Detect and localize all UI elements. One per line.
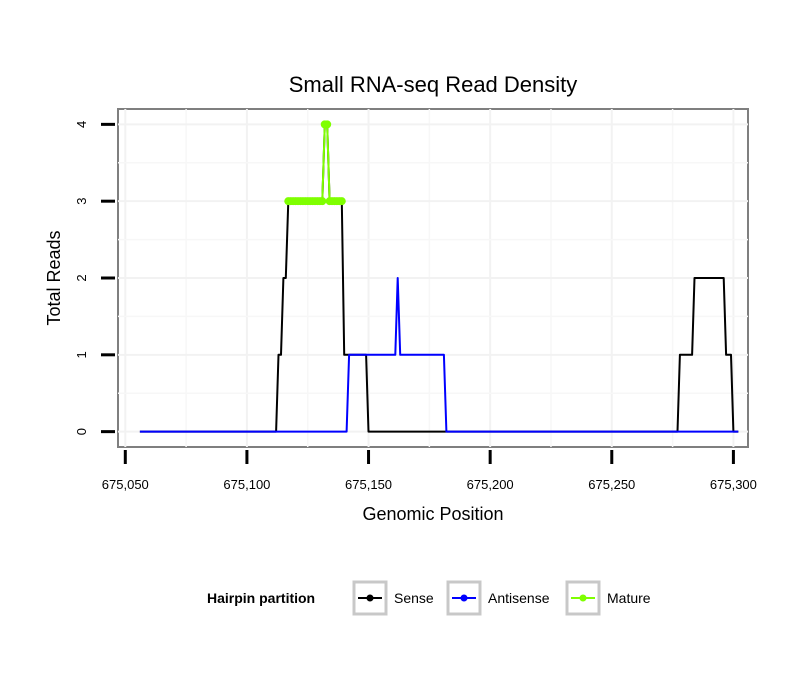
series-line-sense bbox=[139, 123, 739, 433]
y-tick-label: 3 bbox=[74, 198, 89, 205]
x-tick-label: 675,250 bbox=[588, 477, 635, 492]
legend-key-point bbox=[460, 594, 468, 602]
y-tick-label: 2 bbox=[74, 274, 89, 281]
x-tick-label: 675,300 bbox=[710, 477, 757, 492]
legend-label-sense: Sense bbox=[394, 590, 434, 606]
legend-label-mature: Mature bbox=[607, 590, 651, 606]
series-layer bbox=[139, 120, 739, 433]
legend-label-antisense: Antisense bbox=[488, 590, 550, 606]
y-tick-label: 0 bbox=[74, 428, 89, 435]
x-axis-title: Genomic Position bbox=[362, 504, 503, 524]
x-tick-label: 675,150 bbox=[345, 477, 392, 492]
legend: Hairpin partition Sense Antisense Mature bbox=[207, 580, 651, 616]
legend-title: Hairpin partition bbox=[207, 590, 315, 606]
series-line-antisense bbox=[139, 277, 739, 433]
mature-point bbox=[337, 197, 346, 206]
y-tick-label: 1 bbox=[74, 351, 89, 358]
chart-title: Small RNA-seq Read Density bbox=[289, 72, 578, 97]
y-axis-title: Total Reads bbox=[44, 230, 64, 325]
y-tick-label: 4 bbox=[74, 121, 89, 128]
mature-point bbox=[318, 197, 327, 206]
x-tick-label: 675,100 bbox=[223, 477, 270, 492]
mature-point bbox=[323, 120, 332, 129]
legend-key-point bbox=[579, 594, 587, 602]
legend-key-point bbox=[366, 594, 374, 602]
x-tick-label: 675,200 bbox=[467, 477, 514, 492]
x-axis: 675,050 675,100 675,150 675,200 675,250 675,3… bbox=[102, 450, 757, 492]
x-tick-label: 675,050 bbox=[102, 477, 149, 492]
grid bbox=[118, 109, 748, 447]
y-axis: 0 1 2 3 4 bbox=[74, 121, 115, 435]
